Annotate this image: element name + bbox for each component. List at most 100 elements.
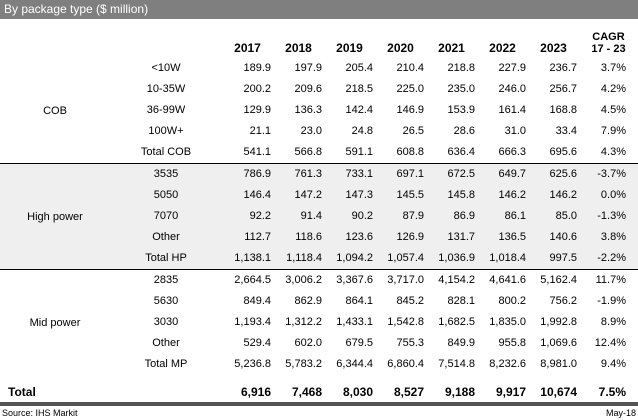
table-row: 100W+ 21.1 23.0 24.8 26.5 28.6 31.0 33.4 7.9% [0,121,638,142]
value-2020: 145.5 [375,185,426,206]
value-2019: 864.1 [345,295,373,307]
source-text: Source: IHS Markit [2,408,78,418]
type-label: Total COB [110,142,222,164]
value-2020: 755.3 [396,337,424,349]
column-header-cagr: CAGR 17 - 23 [579,19,638,58]
value-2020: 697.1 [375,163,426,185]
group-label-mid-power: Mid power [29,316,81,329]
value-2021: 7,514.8 [438,358,475,370]
value-2022: 8,232.6 [489,358,526,370]
value-2019: 6,344.4 [336,358,373,370]
type-label: 100W+ [148,125,184,137]
value-2021: 1,682.5 [438,316,475,328]
value-2019: 1,433.1 [336,316,373,328]
table-row: Total MP 5,236.8 5,783.2 6,344.4 6,860.4 7,51… [0,354,638,375]
type-label: 10-35W [146,83,186,95]
type-label: Other [110,227,222,248]
cagr-value: -1.9% [597,295,626,307]
value-2017: 849.4 [243,295,271,307]
value-2022: 136.5 [477,227,528,248]
total-value-2022: 9,917 [495,385,526,399]
value-2023: 695.6 [528,142,579,164]
value-2023: 1,069.6 [540,337,577,349]
table-row: 5630 849.4 862.9 864.1 845.2 828.1 800.2 756.2 -… [0,291,638,312]
value-2023: 33.4 [555,125,577,137]
value-2017: 541.1 [222,142,273,164]
value-2021: 4,154.2 [438,274,475,286]
value-2019: 591.1 [324,142,375,164]
value-2018: 566.8 [273,142,324,164]
value-2020: 126.9 [375,227,426,248]
cagr-value: 8.9% [600,316,626,328]
value-2021: 28.6 [453,125,475,137]
table-row: COB <10W 189.9 197.9 205.4 210.4 218.8 227.9 236… [0,58,638,164]
value-2019: 205.4 [345,62,373,74]
value-2022: 4,641.6 [489,274,526,286]
type-column-header [110,19,222,58]
package-type-table: 2017 2018 2019 2020 2021 2022 2023 CAGR 17 - 2… [0,19,638,400]
table-row: Total COB 541.1 566.8 591.1 608.8 636.4 666.3 6… [0,142,638,164]
value-2017: 529.4 [243,337,271,349]
grand-total-label: Total [8,385,36,399]
value-2021: 636.4 [426,142,477,164]
type-label: Other [152,337,180,349]
value-2018: 1,312.2 [285,316,322,328]
type-label: 7070 [110,206,222,227]
value-2023: 756.2 [549,295,577,307]
cagr-value: 3.8% [579,227,638,248]
value-2023: 997.5 [528,248,579,270]
value-2020: 6,860.4 [387,358,424,370]
value-2020: 845.2 [396,295,424,307]
value-2017: 786.9 [222,163,273,185]
cagr-value: 4.5% [600,104,626,116]
value-2022: 31.0 [504,125,526,137]
column-header-2023: 2023 [540,40,567,55]
value-2020: 608.8 [375,142,426,164]
value-2023: 236.7 [549,62,577,74]
value-2018: 136.3 [294,104,322,116]
value-2019: 733.1 [324,163,375,185]
footer: Source: IHS Markit May-18 [0,406,638,418]
table-row: 36-99W 129.9 136.3 142.4 146.9 153.9 161.4 168.… [0,100,638,121]
value-2018: 91.4 [273,206,324,227]
total-value-2018: 7,468 [291,385,322,399]
cagr-value: 11.7% [595,274,626,286]
value-2019: 147.3 [324,185,375,206]
value-2021: 828.1 [447,295,475,307]
value-2022: 1,835.0 [489,316,526,328]
value-2021: 235.0 [447,83,475,95]
table-title: By package type ($ million) [4,2,149,16]
value-2020: 210.4 [396,62,424,74]
value-2017: 189.9 [243,62,271,74]
value-2017: 21.1 [249,125,271,137]
total-value-2020: 8,527 [393,385,424,399]
cagr-value: -3.7% [579,163,638,185]
value-2018: 209.6 [294,83,322,95]
value-2018: 5,783.2 [285,358,322,370]
cagr-value: 4.3% [579,142,638,164]
total-value-2021: 9,188 [444,385,475,399]
cagr-value: 3.7% [600,62,626,74]
cagr-header-line1: CAGR [592,30,625,43]
value-2020: 1,057.4 [375,248,426,270]
table-row: 10-35W 200.2 209.6 218.5 225.0 235.0 246.0 256.… [0,79,638,100]
column-header-2017: 2017 [234,40,261,55]
value-2023: 168.8 [549,104,577,116]
value-2019: 90.2 [324,206,375,227]
value-2018: 23.0 [300,125,322,137]
type-label: 36-99W [146,104,186,116]
value-2017: 129.9 [243,104,271,116]
value-2018: 197.9 [294,62,322,74]
value-2021: 145.8 [426,185,477,206]
cagr-value: -1.3% [579,206,638,227]
type-label: 3535 [110,163,222,185]
value-2019: 3,367.6 [336,274,373,286]
value-2021: 849.9 [447,337,475,349]
value-2022: 227.9 [498,62,526,74]
value-2022: 649.7 [477,163,528,185]
table-row: Mid power 2835 2,664.5 3,006.2 3,367.6 3,717.… [0,270,638,329]
value-2022: 161.4 [498,104,526,116]
cagr-value: 9.4% [600,358,626,370]
group-label-cob: COB [0,58,110,164]
